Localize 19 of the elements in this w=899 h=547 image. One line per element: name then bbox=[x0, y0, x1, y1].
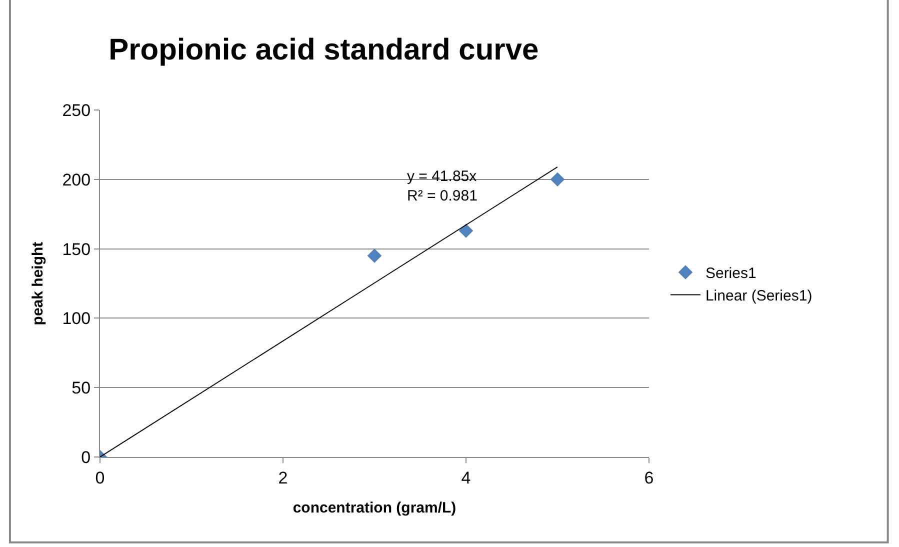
y-tick-label: 200 bbox=[62, 170, 91, 190]
annotation: y = 41.85x R² = 0.981 bbox=[407, 168, 478, 204]
y-tick-label: 50 bbox=[72, 378, 91, 398]
point bbox=[550, 172, 565, 187]
y-axis-title: peak height bbox=[29, 242, 46, 326]
x-tick-label: 2 bbox=[278, 468, 288, 488]
x-tick-label: 4 bbox=[461, 468, 471, 488]
legend-label: Linear (Series1) bbox=[705, 288, 812, 305]
legend-label: Series1 bbox=[705, 265, 756, 282]
x-tick-label: 6 bbox=[644, 468, 654, 488]
chart-title: Propionic acid standard curve bbox=[108, 33, 539, 66]
y-tick-label: 150 bbox=[62, 240, 91, 259]
y-tick-label: 0 bbox=[81, 448, 91, 467]
x-axis-title: concentration (gram/L) bbox=[292, 499, 456, 516]
point bbox=[458, 224, 474, 238]
y-tick-label: 250 bbox=[62, 100, 91, 120]
point bbox=[367, 248, 382, 263]
y-tick-label: 100 bbox=[62, 309, 91, 328]
x-tick-label: 0 bbox=[95, 468, 105, 488]
